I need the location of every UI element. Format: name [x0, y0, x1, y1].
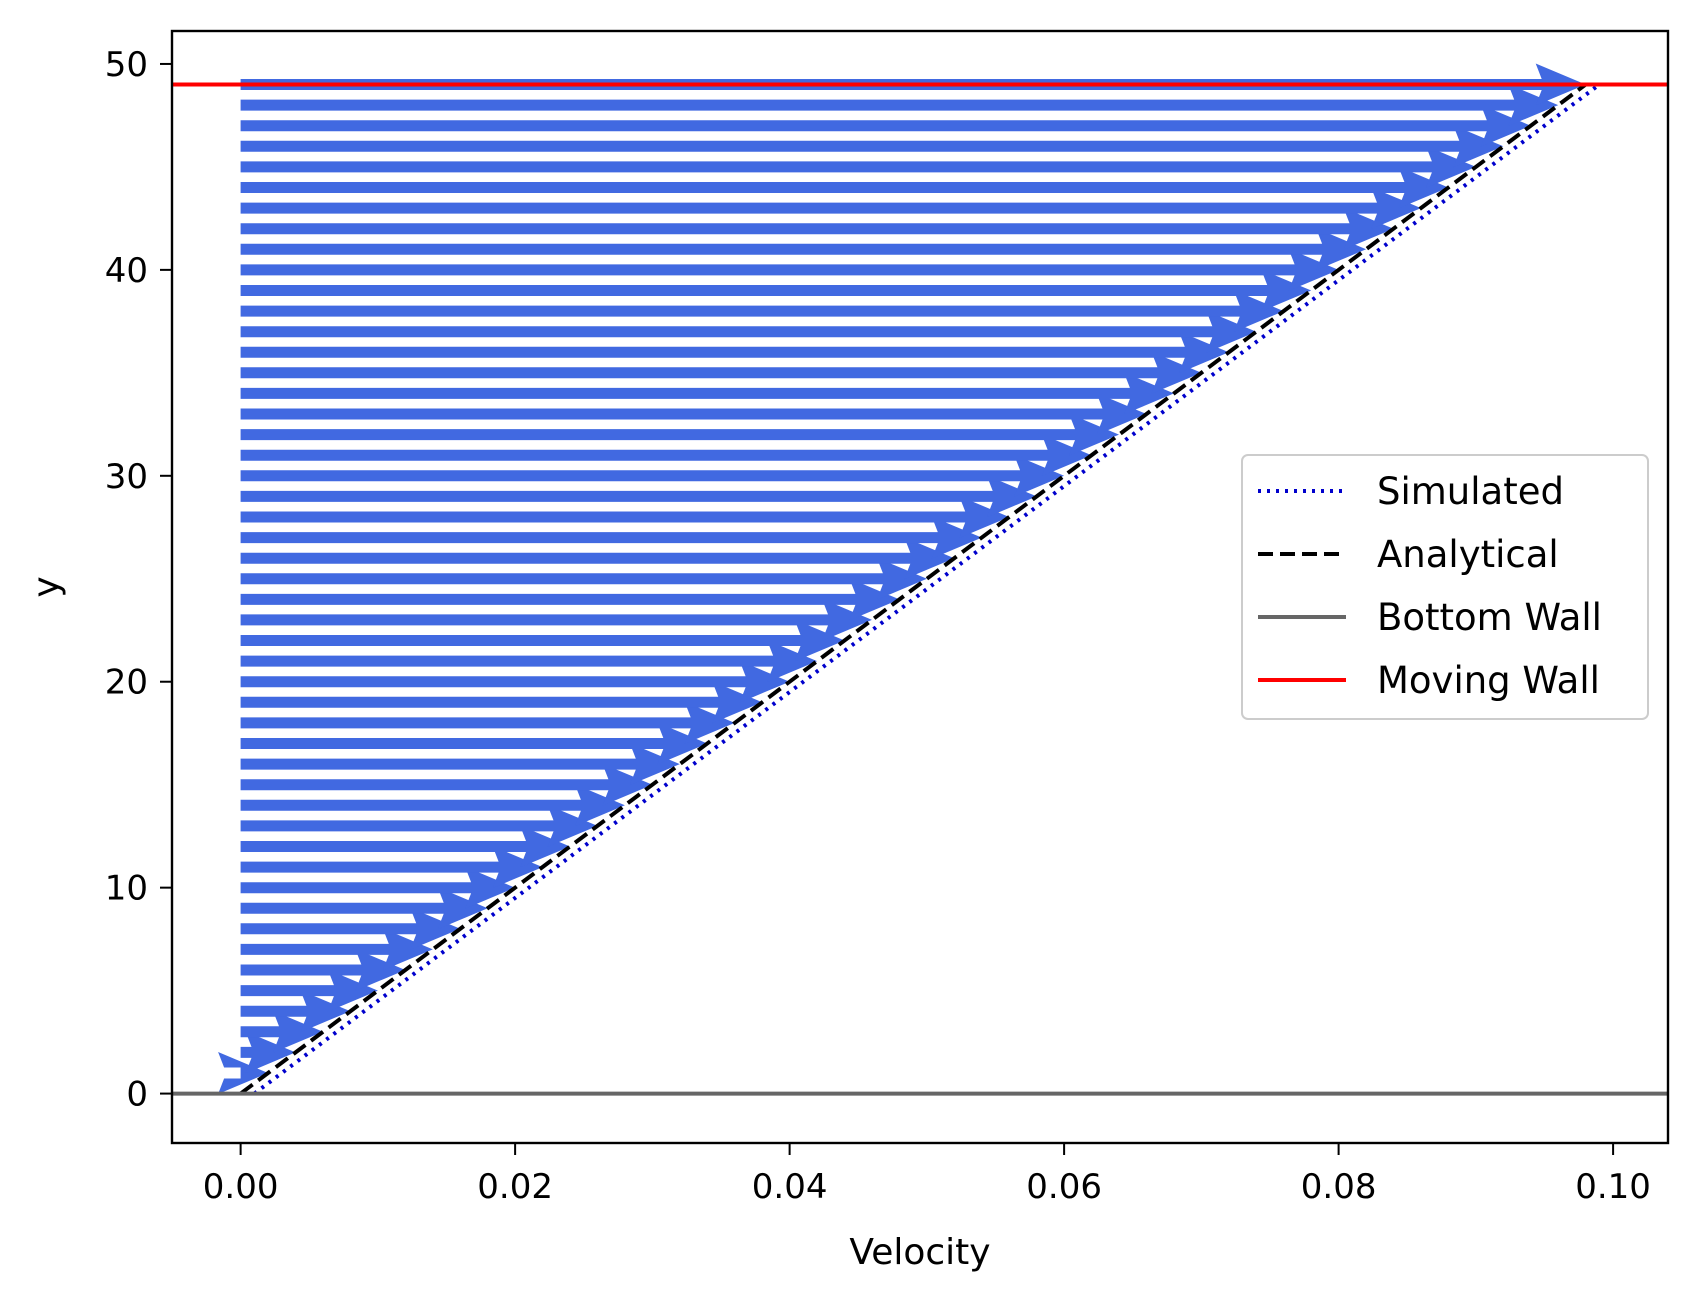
velocity-arrow [240, 228, 1367, 271]
velocity-arrow [240, 393, 1147, 435]
velocity-arrow [240, 949, 406, 991]
y-tick-label: 30 [105, 457, 148, 497]
velocity-arrow [240, 475, 1037, 518]
velocity-arrow [240, 866, 516, 909]
x-tick-label: 0.00 [203, 1167, 279, 1207]
velocity-arrow [240, 269, 1312, 312]
velocity-arrow [240, 496, 1010, 538]
velocity-arrow [240, 557, 927, 600]
velocity-arrow [240, 372, 1174, 415]
velocity-arrow [240, 619, 845, 662]
y-axis-label: y [26, 576, 67, 597]
velocity-arrow [240, 351, 1202, 394]
velocity-arrow [240, 598, 873, 641]
velocity-arrow [240, 187, 1422, 230]
velocity-arrow [240, 537, 955, 580]
y-tick-label: 0 [126, 1075, 148, 1115]
y-tick-label: 20 [105, 663, 148, 703]
velocity-arrow [240, 454, 1065, 497]
legend: Simulated Analytical Bottom Wall Moving … [1241, 454, 1649, 720]
x-axis-ticks: 0.00 0.02 0.04 0.06 0.08 0.10 [203, 1143, 1651, 1207]
velocity-arrow [240, 928, 433, 971]
velocity-arrow [240, 310, 1257, 353]
velocity-arrow [240, 331, 1229, 374]
series-lines [172, 82, 1668, 1096]
velocity-arrow [240, 701, 735, 744]
velocity-arrow [240, 846, 543, 889]
velocity-arrow [240, 290, 1284, 333]
velocity-arrow [240, 1010, 323, 1053]
plot-frame [170, 29, 1670, 1145]
velocity-arrow [240, 990, 351, 1033]
velocity-arrow [240, 763, 653, 806]
legend-label-analytical: Analytical [1377, 533, 1559, 576]
velocity-arrow [240, 248, 1339, 291]
legend-box [1241, 454, 1649, 720]
velocity-arrow [240, 784, 625, 827]
x-tick-label: 0.08 [1301, 1167, 1377, 1207]
velocity-arrows [218, 63, 1586, 1094]
velocity-arrow [240, 969, 378, 1012]
velocity-arrow [240, 660, 790, 703]
velocity-arrow [240, 166, 1449, 209]
legend-label-moving-wall: Moving Wall [1377, 659, 1600, 702]
velocity-arrow [240, 516, 982, 559]
velocity-arrow [240, 434, 1092, 477]
velocity-arrow [218, 1052, 269, 1094]
x-tick-label: 0.10 [1575, 1167, 1651, 1207]
velocity-arrow [240, 125, 1504, 168]
velocity-arrow [240, 804, 598, 847]
velocity-arrow [240, 743, 680, 786]
velocity-arrow [240, 578, 900, 621]
legend-label-simulated: Simulated [1377, 470, 1564, 513]
x-tick-label: 0.04 [752, 1167, 828, 1207]
velocity-arrow [240, 722, 708, 765]
x-axis-label: Velocity [849, 1232, 990, 1273]
y-tick-label: 40 [105, 251, 148, 291]
velocity-arrow [240, 825, 570, 868]
velocity-arrow [240, 907, 461, 950]
y-tick-label: 10 [105, 869, 148, 909]
velocity-arrow [240, 413, 1120, 456]
velocity-arrow [240, 104, 1531, 147]
velocity-arrow [240, 84, 1559, 127]
velocity-arrow [240, 145, 1476, 188]
velocity-arrow [240, 640, 818, 683]
x-tick-label: 0.02 [477, 1167, 553, 1207]
y-axis-ticks: 0 10 20 30 40 50 [105, 45, 172, 1115]
velocity-arrow [240, 887, 488, 930]
y-tick-label: 50 [105, 45, 148, 85]
legend-label-bottom-wall: Bottom Wall [1377, 596, 1602, 639]
x-tick-label: 0.06 [1026, 1167, 1102, 1207]
velocity-arrow [240, 1031, 296, 1074]
series-analytical [239, 82, 1587, 1096]
velocity-arrow [240, 681, 763, 724]
velocity-arrow [240, 207, 1394, 250]
series-simulated [253, 82, 1601, 1096]
